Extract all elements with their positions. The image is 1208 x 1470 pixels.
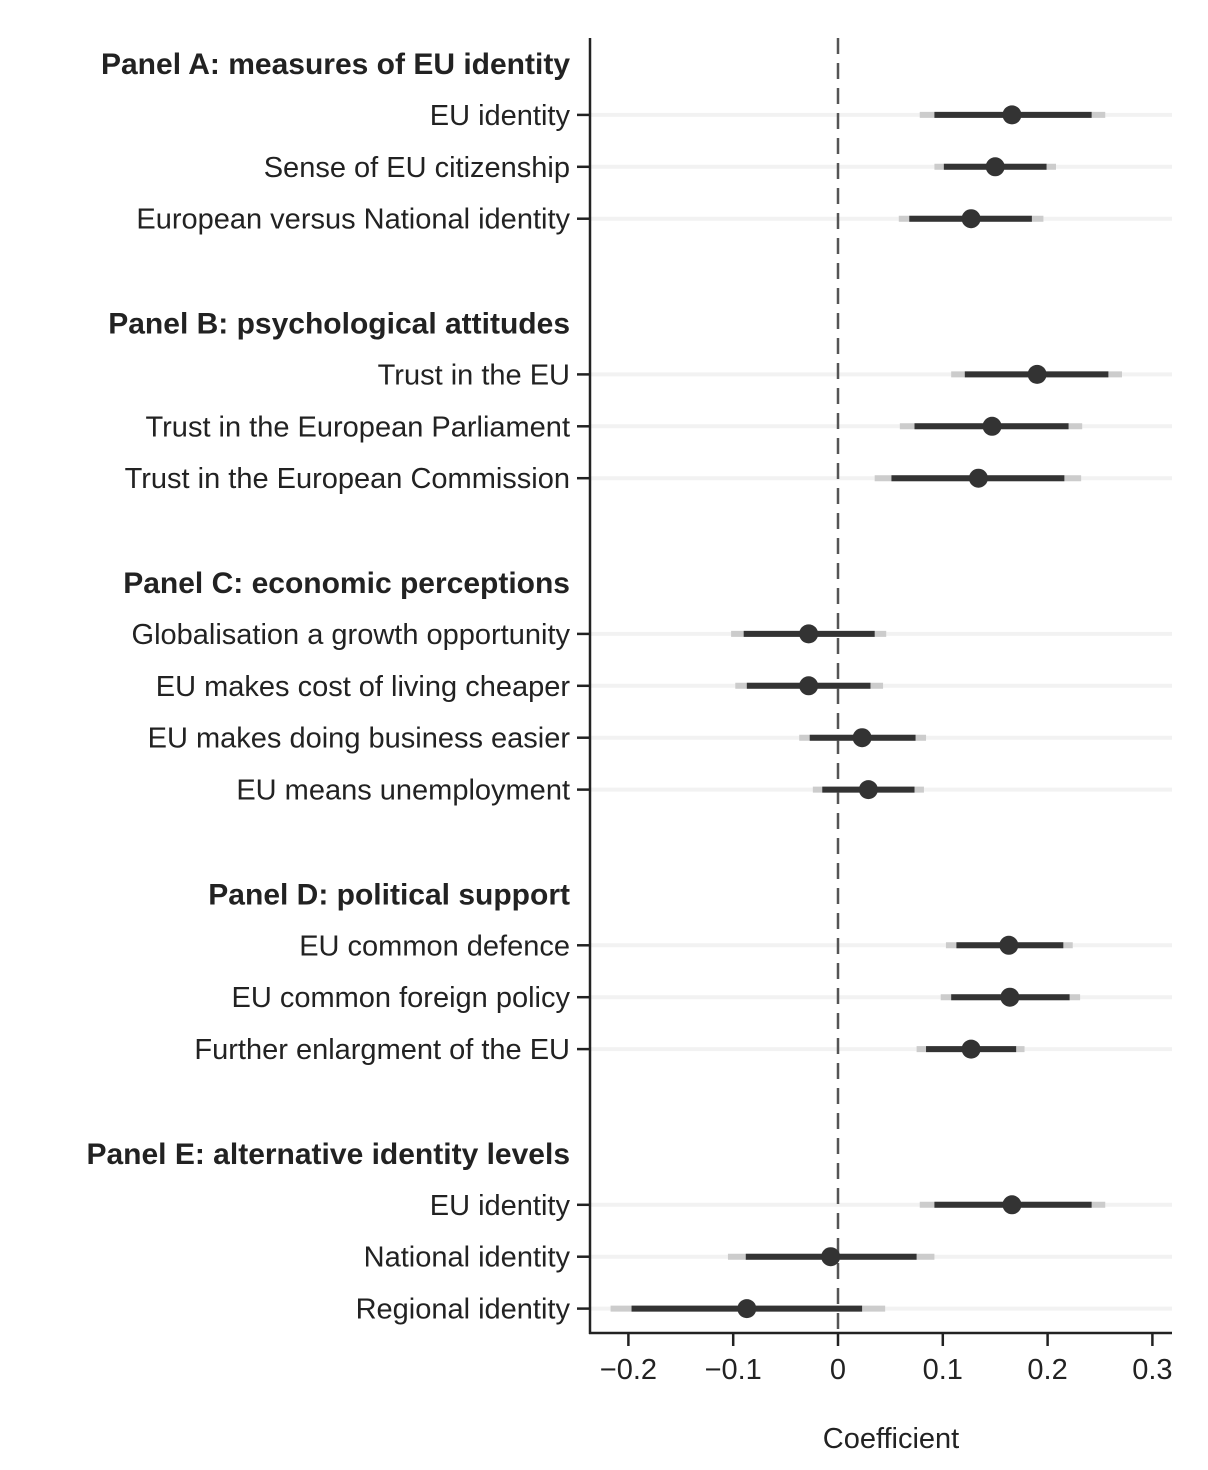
row-label: EU means unemployment [236, 775, 570, 807]
row-label: Trust in the European Parliament [146, 411, 570, 443]
row-label: EU makes cost of living cheaper [156, 671, 571, 703]
point-estimate [852, 728, 872, 748]
row-labels: Panel A: measures of EU identity EU ident… [86, 48, 570, 1326]
row-label: EU common foreign policy [232, 982, 571, 1014]
grid-layer [577, 112, 1172, 1311]
point-estimate [999, 935, 1019, 955]
point-estimate [737, 1299, 757, 1319]
point-estimate [1002, 1195, 1022, 1215]
confidence-intervals [610, 111, 1123, 1312]
point-estimates [737, 105, 1047, 1319]
point-estimate [985, 157, 1005, 177]
x-tick-label: 0.1 [923, 1354, 963, 1386]
panel-header: Panel D: political support [208, 878, 570, 911]
x-axis-ticks: −0.2 −0.1 0 0.1 0.2 0.3 [600, 1333, 1173, 1386]
x-tick-label: 0.2 [1027, 1354, 1067, 1386]
row-label: Globalisation a growth opportunity [132, 619, 571, 651]
point-estimate [799, 676, 819, 696]
point-estimate [799, 624, 819, 644]
point-estimate [961, 209, 981, 229]
x-tick-label: 0 [830, 1354, 846, 1386]
row-label: EU identity [430, 1190, 571, 1222]
row-label: Trust in the EU [378, 359, 570, 391]
panel-header: Panel C: economic perceptions [123, 567, 570, 600]
point-estimate [982, 416, 1002, 436]
point-estimate [968, 468, 988, 488]
point-estimate [858, 780, 878, 800]
x-tick-label: −0.2 [600, 1354, 657, 1386]
row-label: EU common defence [299, 930, 570, 962]
row-label: EU makes doing business easier [148, 723, 571, 755]
point-estimate [1000, 987, 1020, 1007]
x-axis-title: Coefficient [823, 1423, 960, 1455]
row-label: National identity [364, 1242, 571, 1274]
row-label: Further enlargment of the EU [194, 1034, 570, 1066]
row-label: Sense of EU citizenship [264, 152, 570, 184]
row-label: EU identity [430, 100, 571, 132]
row-label: Regional identity [356, 1294, 571, 1326]
panel-header: Panel E: alternative identity levels [86, 1138, 570, 1171]
point-estimate [961, 1039, 981, 1059]
panel-header: Panel A: measures of EU identity [101, 48, 570, 81]
x-tick-label: −0.1 [705, 1354, 762, 1386]
row-label: European versus National identity [136, 204, 570, 236]
row-label: Trust in the European Commission [125, 463, 570, 495]
point-estimate [1027, 364, 1047, 384]
x-tick-label: 0.3 [1132, 1354, 1172, 1386]
point-estimate [1002, 105, 1022, 125]
panel-header: Panel B: psychological attitudes [108, 308, 570, 341]
point-estimate [821, 1247, 841, 1267]
